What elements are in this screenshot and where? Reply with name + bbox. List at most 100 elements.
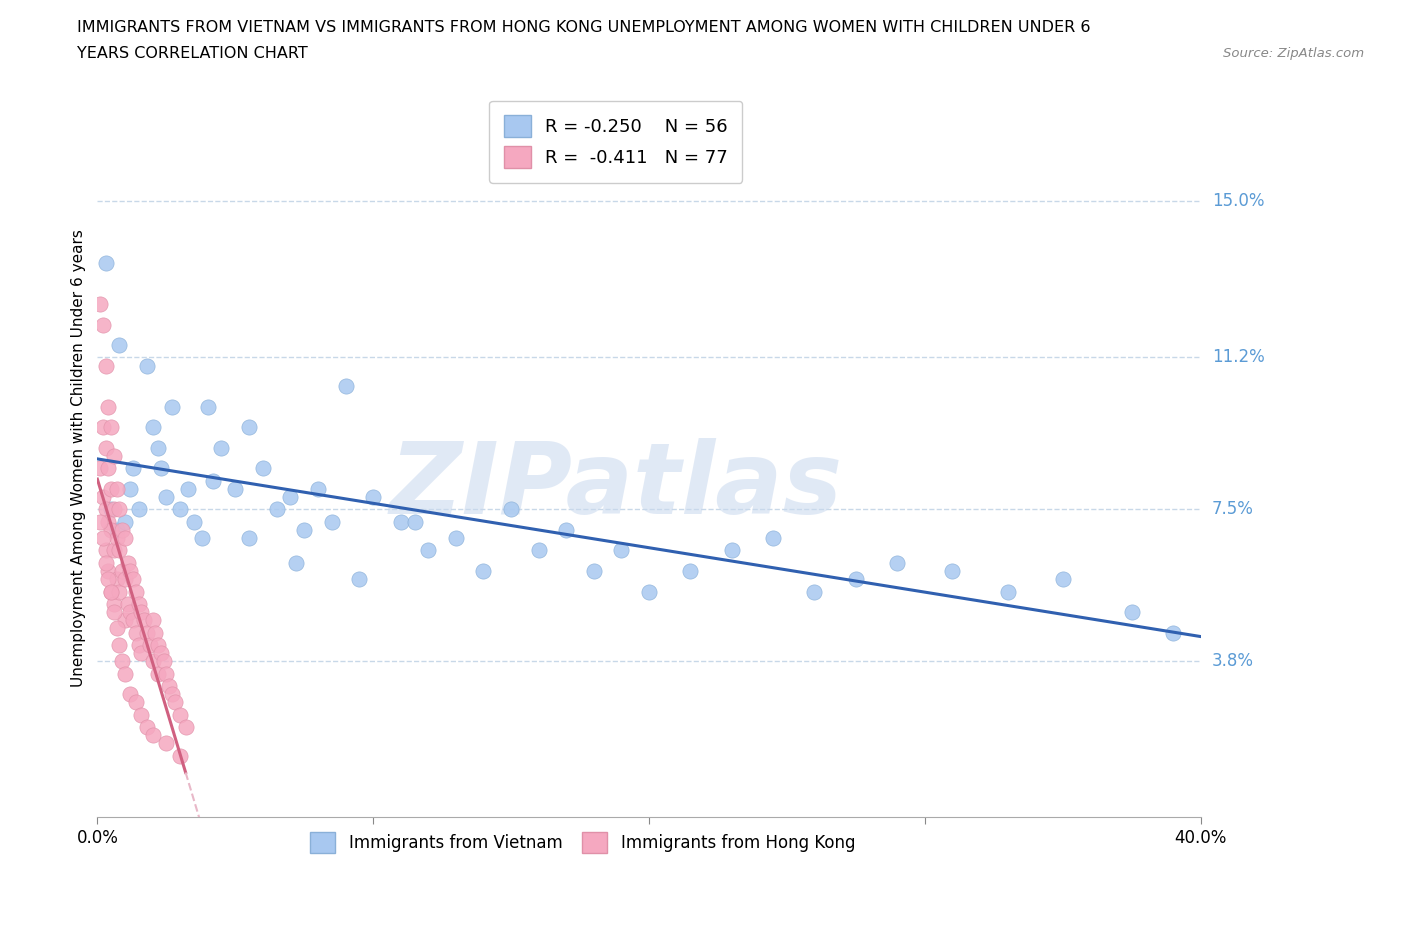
Point	[114, 666, 136, 681]
Point	[94, 502, 117, 517]
Point	[134, 613, 156, 628]
Point	[149, 461, 172, 476]
Point	[120, 604, 142, 619]
Point	[97, 572, 120, 587]
Point	[131, 604, 153, 619]
Point	[211, 440, 233, 455]
Point	[108, 543, 131, 558]
Point	[141, 419, 163, 434]
Point	[141, 654, 163, 669]
Point	[252, 461, 274, 476]
Point	[389, 514, 412, 529]
Point	[100, 502, 122, 517]
Point	[125, 625, 148, 640]
Point	[141, 728, 163, 743]
Point	[94, 256, 117, 271]
Point	[120, 686, 142, 701]
Point	[163, 695, 186, 710]
Point	[120, 482, 142, 497]
Point	[89, 461, 111, 476]
Point	[136, 625, 159, 640]
Point	[720, 543, 742, 558]
Point	[100, 584, 122, 599]
Point	[1161, 625, 1184, 640]
Point	[803, 584, 825, 599]
Point	[941, 564, 963, 578]
Point	[97, 399, 120, 414]
Point	[89, 297, 111, 312]
Point	[638, 584, 661, 599]
Point	[679, 564, 702, 578]
Point	[149, 645, 172, 660]
Point	[128, 502, 150, 517]
Point	[197, 399, 219, 414]
Point	[157, 679, 180, 694]
Point	[266, 502, 288, 517]
Point	[136, 720, 159, 735]
Point	[224, 482, 246, 497]
Point	[103, 596, 125, 611]
Point	[146, 440, 169, 455]
Point	[155, 666, 177, 681]
Point	[886, 555, 908, 570]
Point	[97, 514, 120, 529]
Point	[131, 708, 153, 723]
Legend: Immigrants from Vietnam, Immigrants from Hong Kong: Immigrants from Vietnam, Immigrants from…	[304, 826, 862, 859]
Point	[169, 502, 191, 517]
Point	[108, 338, 131, 352]
Point	[292, 523, 315, 538]
Point	[122, 613, 145, 628]
Point	[89, 514, 111, 529]
Text: 11.2%: 11.2%	[1212, 349, 1264, 366]
Text: Source: ZipAtlas.com: Source: ZipAtlas.com	[1223, 46, 1364, 60]
Point	[472, 564, 495, 578]
Point	[335, 379, 357, 393]
Point	[136, 358, 159, 373]
Point	[128, 637, 150, 652]
Point	[762, 531, 785, 546]
Point	[128, 596, 150, 611]
Point	[146, 666, 169, 681]
Point	[111, 564, 134, 578]
Point	[845, 572, 868, 587]
Point	[349, 572, 371, 587]
Point	[114, 613, 136, 628]
Point	[100, 419, 122, 434]
Point	[183, 514, 205, 529]
Point	[284, 555, 307, 570]
Point	[108, 502, 131, 517]
Point	[94, 543, 117, 558]
Text: ZIPatlas: ZIPatlas	[389, 438, 842, 536]
Point	[100, 584, 122, 599]
Point	[610, 543, 633, 558]
Point	[105, 572, 128, 587]
Point	[141, 613, 163, 628]
Point	[125, 695, 148, 710]
Point	[321, 514, 343, 529]
Point	[103, 543, 125, 558]
Point	[94, 440, 117, 455]
Point	[1052, 572, 1074, 587]
Point	[94, 358, 117, 373]
Point	[103, 448, 125, 463]
Point	[997, 584, 1019, 599]
Point	[97, 461, 120, 476]
Point	[94, 555, 117, 570]
Point	[404, 514, 426, 529]
Text: 3.8%: 3.8%	[1212, 652, 1254, 671]
Point	[280, 489, 302, 504]
Point	[100, 523, 122, 538]
Text: 7.5%: 7.5%	[1212, 500, 1254, 518]
Point	[91, 531, 114, 546]
Point	[111, 654, 134, 669]
Point	[108, 637, 131, 652]
Point	[108, 584, 131, 599]
Point	[103, 502, 125, 517]
Point	[555, 523, 578, 538]
Point	[177, 482, 200, 497]
Point	[103, 604, 125, 619]
Point	[418, 543, 440, 558]
Point	[114, 514, 136, 529]
Point	[105, 531, 128, 546]
Point	[105, 482, 128, 497]
